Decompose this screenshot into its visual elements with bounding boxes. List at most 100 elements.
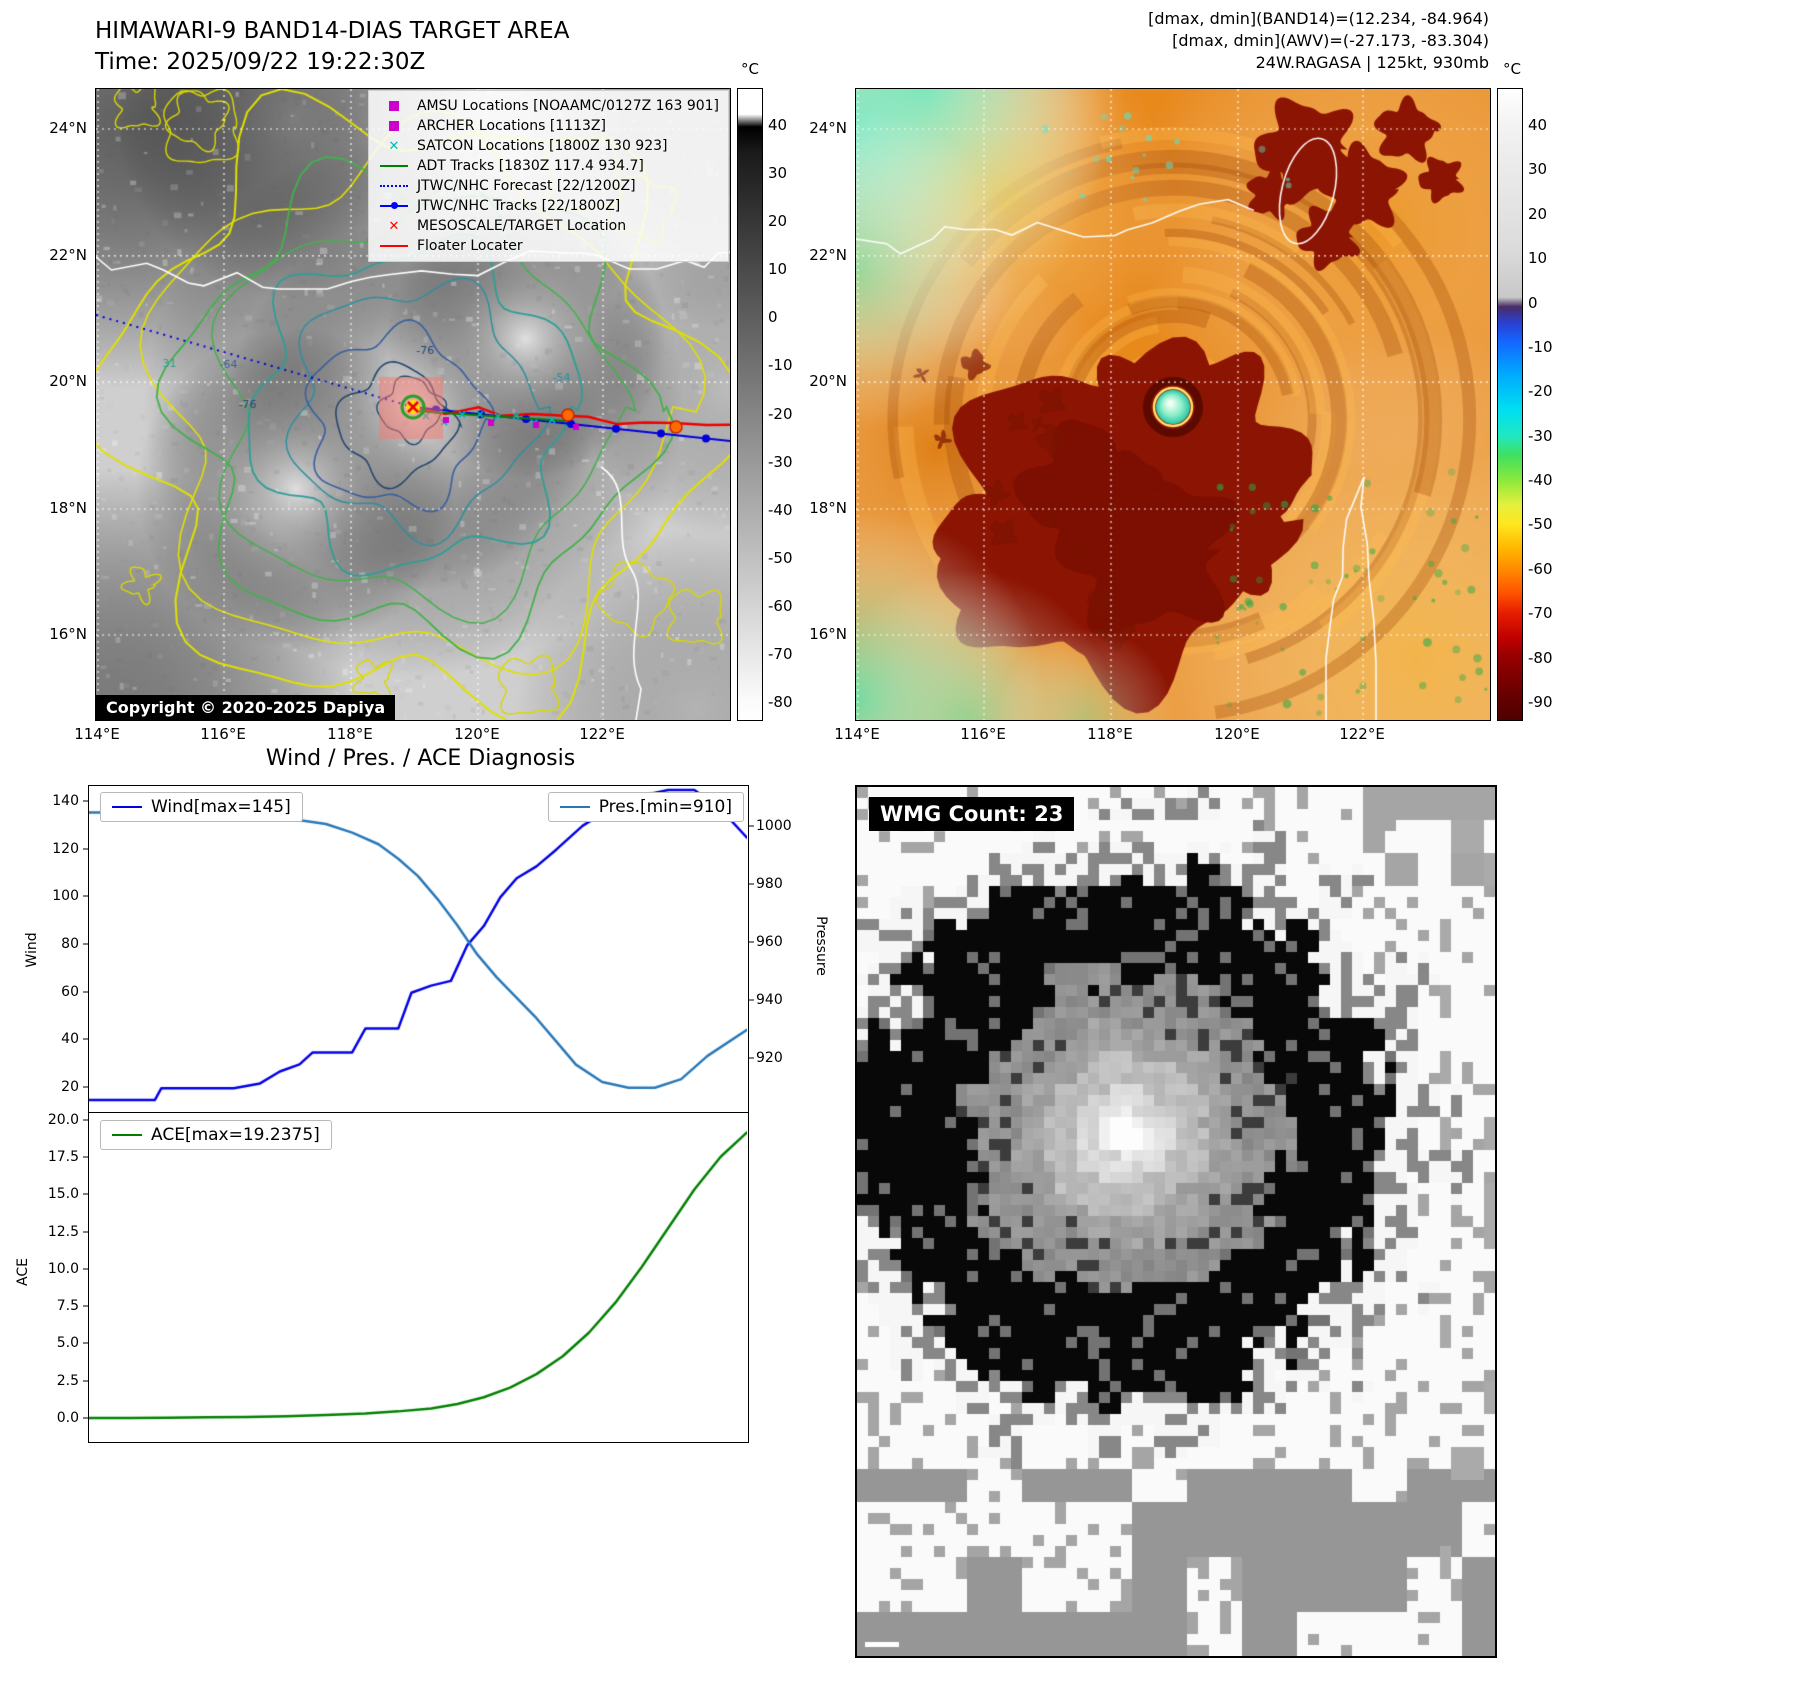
awv-colorbar-tick: 30 — [1528, 160, 1548, 179]
lon-tick-label: 122°E — [1339, 725, 1385, 743]
awv-colorbar-tick: -60 — [1528, 559, 1553, 578]
legend-series-label: Wind[max=145] — [151, 797, 291, 817]
wmg-panel: WMG Count: 23 — [855, 785, 1497, 1658]
awv-colorbar-tick: -90 — [1528, 693, 1553, 711]
copyright-label: Copyright © 2020-2025 Dapiya — [96, 695, 396, 720]
band14-colorbar-tick: 40 — [768, 116, 788, 135]
legend-item: JTWC/NHC Forecast [22/1200Z] — [378, 176, 719, 196]
lat-tick-label: 22°N — [49, 245, 87, 264]
lon-tick-label: 120°E — [1214, 725, 1260, 743]
tick-mark — [83, 991, 88, 993]
wind-tick-label: 40 — [61, 1031, 79, 1048]
lon-tick-label: 118°E — [327, 725, 373, 743]
storm-id-intensity-text: 24W.RAGASA | 125kt, 930mb — [1255, 53, 1489, 72]
legend-label: JTWC/NHC Tracks [22/1800Z] — [416, 198, 621, 214]
x-marker-icon: ✕ — [388, 138, 400, 154]
band14-legend: AMSU Locations [NOAAMC/0127Z 163 901] ARC… — [367, 90, 729, 262]
wind-tick-label: 100 — [52, 888, 79, 905]
legend-item: Floater Locater — [378, 236, 719, 256]
tick-mark — [83, 1305, 88, 1307]
x-marker-icon: ✕ — [388, 218, 400, 234]
awv-colorbar-tick: -40 — [1528, 471, 1553, 490]
tick-mark — [749, 883, 754, 885]
lat-tick-label: 24°N — [809, 119, 847, 137]
lon-tick-label: 114°E — [74, 725, 120, 743]
wind-tick-label: 140 — [52, 792, 79, 809]
legend-line-sample — [112, 1134, 142, 1136]
tick-mark — [83, 1268, 88, 1270]
awv-colorbar-tick: 40 — [1528, 116, 1548, 135]
band14-colorbar-tick: -10 — [768, 356, 793, 375]
linedot-marker-icon — [378, 202, 410, 209]
legend-series-label: Pres.[min=910] — [598, 797, 732, 817]
ace-chart — [88, 1112, 749, 1443]
lat-tick-label: 16°N — [809, 625, 847, 643]
tick-mark — [83, 1193, 88, 1195]
band14-colorbar-tick: 0 — [768, 308, 778, 327]
lat-tick-label: 22°N — [809, 245, 847, 264]
lat-tick-label: 20°N — [809, 372, 847, 391]
tick-mark — [83, 1231, 88, 1233]
tick-mark — [749, 1057, 754, 1059]
wind-pressure-plot — [89, 786, 747, 1113]
tick-mark — [83, 1086, 88, 1088]
ace-tick-label: 10.0 — [47, 1260, 79, 1277]
wmg-pixel-image — [857, 787, 1495, 1656]
awv-colorbar — [1497, 88, 1523, 721]
tick-mark — [749, 825, 754, 827]
legend-label: SATCON Locations [1800Z 130 923] — [416, 138, 668, 154]
wind-axis-label: Wind — [24, 932, 40, 968]
legend-label: MESOSCALE/TARGET Location — [416, 218, 627, 234]
ace-legend: ACE[max=19.2375] — [100, 1120, 332, 1150]
lat-tick-label: 20°N — [49, 372, 87, 391]
awv-colorbar-tick: 20 — [1528, 204, 1548, 223]
band14-colorbar-tick: -70 — [768, 644, 793, 663]
awv-colorbar-tick: -10 — [1528, 337, 1553, 356]
awv-colorbar-tick: 10 — [1528, 249, 1548, 268]
tick-mark — [749, 999, 754, 1001]
ace-tick-label: 15.0 — [47, 1186, 79, 1203]
wind-pressure-chart — [88, 785, 749, 1115]
dmax-dmin-awv-text: [dmax, dmin](AWV)=(-27.173, -83.304) — [1172, 31, 1489, 50]
legend-item: JTWC/NHC Tracks [22/1800Z] — [378, 196, 719, 216]
wind-legend: Wind[max=145] — [100, 792, 303, 822]
lat-tick-label: 18°N — [49, 498, 87, 517]
ace-axis-label: ACE — [15, 1258, 31, 1286]
tick-mark — [83, 848, 88, 850]
lon-tick-label: 118°E — [1087, 725, 1133, 743]
pressure-tick-label: 1000 — [756, 817, 792, 834]
legend-label: Floater Locater — [416, 238, 523, 254]
legend-item: ✕ MESOSCALE/TARGET Location — [378, 216, 719, 236]
tick-mark — [83, 1342, 88, 1344]
tick-mark — [749, 941, 754, 943]
tick-mark — [83, 943, 88, 945]
tick-mark — [83, 1038, 88, 1040]
ace-tick-label: 17.5 — [47, 1149, 79, 1166]
lon-tick-label: 114°E — [834, 725, 880, 743]
band14-colorbar-unit: °C — [741, 60, 759, 78]
band14-colorbar-tick: -80 — [768, 693, 793, 711]
awv-colorbar-tick: -20 — [1528, 382, 1553, 401]
legend-label: ADT Tracks [1830Z 117.4 934.7] — [416, 158, 644, 174]
awv-colorbar-tick: -50 — [1528, 515, 1553, 534]
wind-tick-label: 80 — [61, 936, 79, 953]
legend-series-label: ACE[max=19.2375] — [151, 1125, 320, 1145]
tick-mark — [83, 895, 88, 897]
pressure-tick-label: 960 — [756, 933, 783, 950]
awv-colorbar-unit: °C — [1503, 60, 1521, 78]
diagnosis-chart-title: Wind / Pres. / ACE Diagnosis — [265, 746, 576, 771]
dmax-dmin-band14-text: [dmax, dmin](BAND14)=(12.234, -84.964) — [1148, 9, 1489, 28]
tick-mark — [83, 1417, 88, 1419]
band14-colorbar-tick: -40 — [768, 500, 793, 519]
awv-map-panel — [855, 88, 1491, 721]
wind-tick-label: 120 — [52, 840, 79, 857]
lat-tick-label: 24°N — [49, 119, 87, 137]
band14-colorbar-tick: 20 — [768, 212, 788, 231]
legend-line-sample — [559, 806, 590, 808]
legend-label: JTWC/NHC Forecast [22/1200Z] — [416, 178, 636, 194]
lon-tick-label: 116°E — [960, 725, 1006, 743]
ace-tick-label: 12.5 — [47, 1223, 79, 1240]
lat-tick-label: 16°N — [49, 625, 87, 643]
ace-tick-label: 7.5 — [56, 1298, 79, 1315]
ace-tick-label: 2.5 — [56, 1372, 79, 1389]
